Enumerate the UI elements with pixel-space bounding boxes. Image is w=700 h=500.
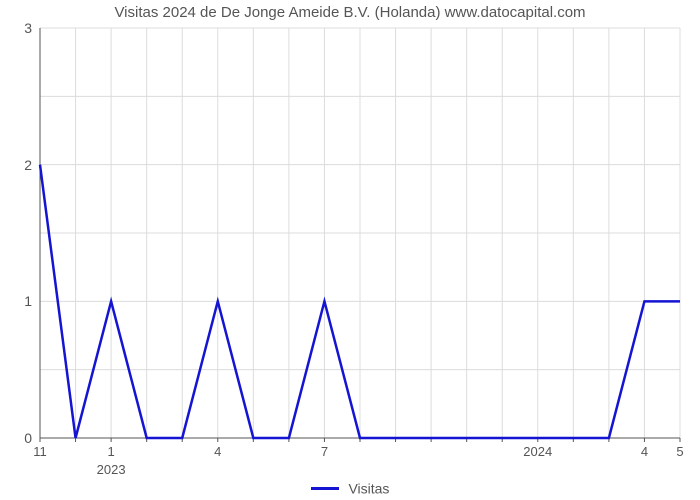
y-tick-label: 0 [0,430,32,446]
legend-label: Visitas [348,480,389,496]
chart-title: Visitas 2024 de De Jonge Ameide B.V. (Ho… [0,4,700,21]
x-tick-label: 1 [107,444,114,459]
chart-svg [40,28,680,438]
y-tick-label: 1 [0,293,32,309]
x-tick-label: 11 [33,444,47,459]
y-tick-label: 2 [0,157,32,173]
legend-swatch [311,487,339,490]
y-tick-label: 3 [0,20,32,36]
x-secondary-label: 2023 [97,462,126,477]
x-tick-label: 7 [321,444,328,459]
plot-area [40,28,680,438]
x-tick-label: 2024 [523,444,552,459]
chart-container: Visitas 2024 de De Jonge Ameide B.V. (Ho… [0,0,700,500]
x-tick-label: 4 [214,444,221,459]
x-tick-label: 5 [676,444,683,459]
chart-legend: Visitas [0,479,700,496]
x-tick-label: 4 [641,444,648,459]
